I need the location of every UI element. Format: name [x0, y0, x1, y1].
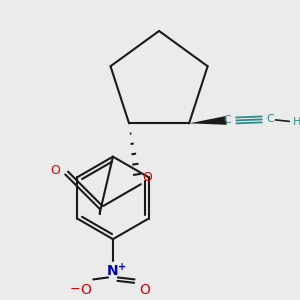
- Text: C: C: [224, 116, 231, 125]
- Text: H: H: [293, 117, 300, 128]
- Text: N: N: [107, 264, 119, 278]
- Text: C: C: [267, 114, 274, 124]
- Polygon shape: [189, 116, 227, 125]
- Text: O: O: [142, 171, 152, 184]
- Text: O: O: [139, 283, 150, 297]
- Text: −: −: [69, 283, 80, 296]
- Text: O: O: [80, 283, 91, 297]
- Text: +: +: [118, 262, 126, 272]
- Text: O: O: [50, 164, 60, 177]
